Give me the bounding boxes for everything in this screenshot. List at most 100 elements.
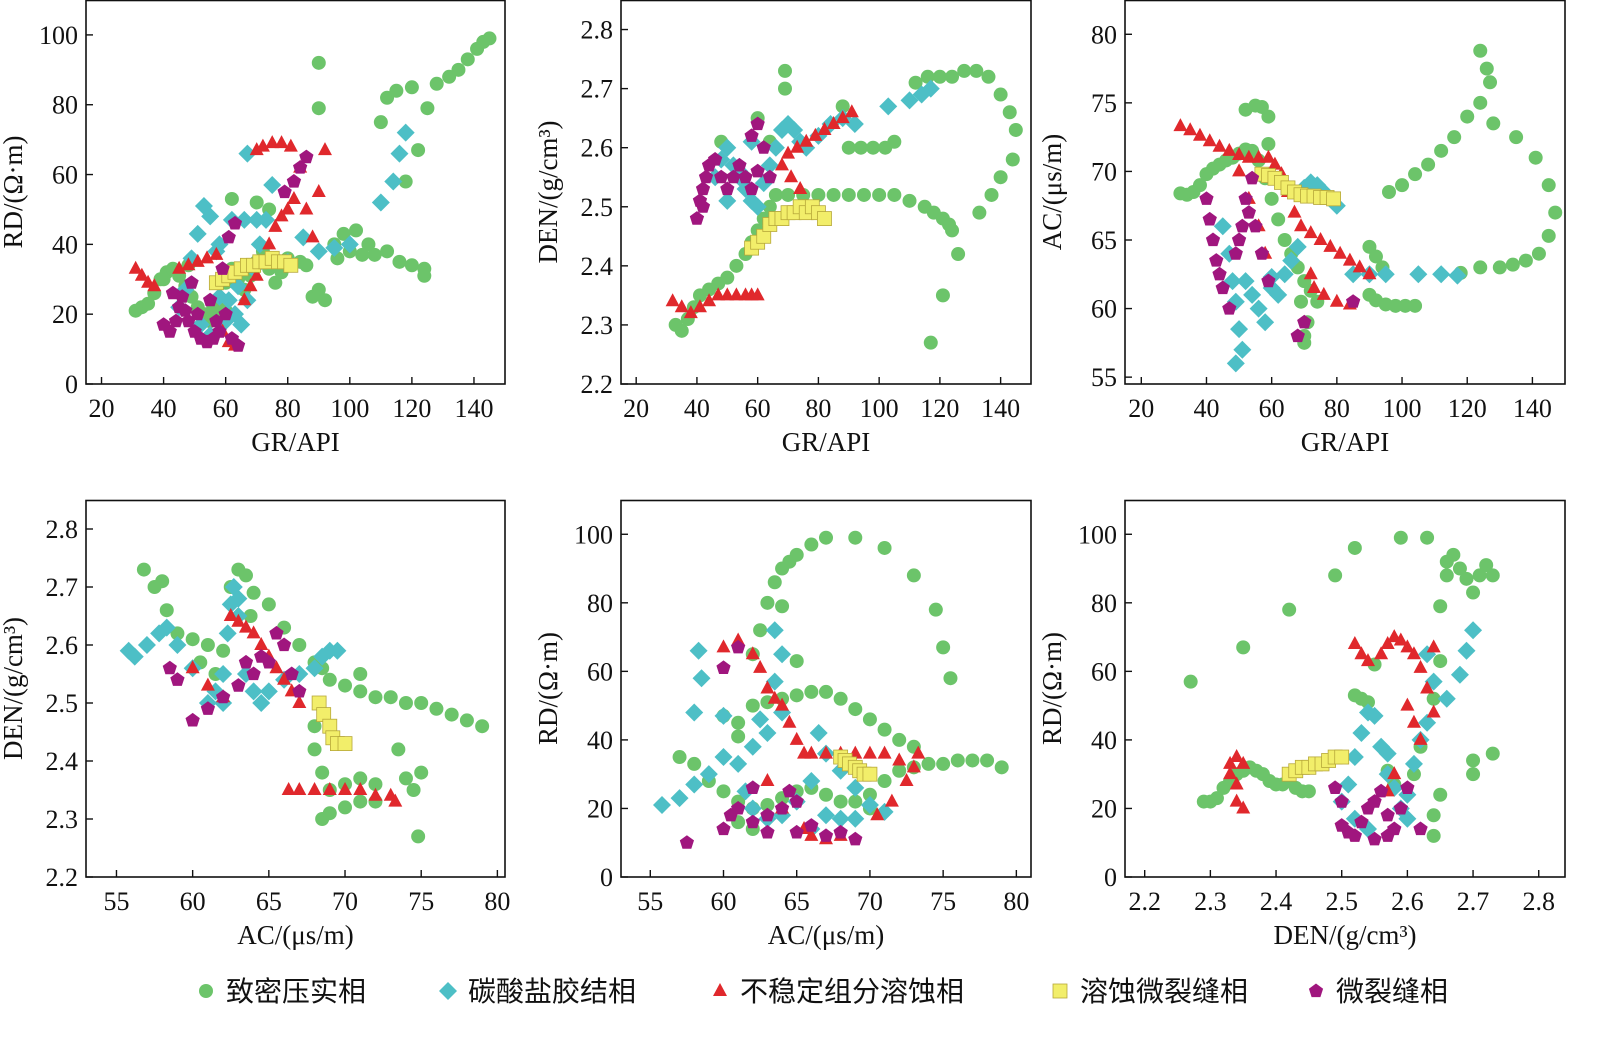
x-tick-label: 2.3 [1194,887,1227,916]
data-point-diamond [766,138,785,157]
data-point-circle [775,599,790,614]
data-point-pentagon [708,152,723,166]
data-point-triangle [826,116,841,130]
data-point-diamond [137,636,156,654]
chart-panel-1: 20 40 60 80 100 120 140 0 20 40 60 80 100 GR/API RD/(Ω… [0,0,506,457]
data-point-triangle [1236,755,1251,769]
data-point-triangle [892,752,907,766]
data-point-circle [1388,298,1403,313]
data-point-pentagon [178,303,193,317]
data-point-triangle [1202,133,1217,147]
y-axis-title: RD/(Ω·m) [1037,632,1067,745]
data-point-triangle [767,690,782,704]
data-point-circle [1439,568,1454,583]
data-point-pentagon [689,211,705,225]
data-point-diamond [1249,299,1268,318]
y-tick-label: 80 [587,589,613,618]
data-point-diamond [247,210,266,229]
data-point-pentagon [212,324,227,338]
data-point-circle [1282,602,1297,617]
data-point-diamond [900,91,919,110]
data-point-triangle [1223,755,1238,769]
data-point-pentagon [292,683,307,698]
y-tick-label: 2.2 [581,370,614,399]
x-tick-label: 2.5 [1325,887,1358,916]
data-point-circle [156,272,171,287]
data-point-pentagon [695,199,711,213]
data-point-diamond [699,765,718,784]
x-tick-label: 60 [180,887,206,916]
data-point-diamond [218,624,237,643]
data-point-circle [981,69,996,84]
legend-item: 微裂缝相 [1308,975,1448,1008]
data-point-diamond [689,641,708,660]
data-point-circle [1473,260,1488,275]
data-point-circle [826,187,841,202]
data-point-triangle [906,759,921,773]
data-point-square [862,766,878,782]
data-point-triangle [716,639,731,653]
data-point-diamond [257,210,276,229]
data-point-circle [804,684,819,699]
data-point-diamond [817,806,835,825]
data-point-diamond [1275,265,1294,284]
data-point-circle [928,602,943,617]
data-point-circle [943,671,958,686]
y-tick-label: 2.7 [46,573,79,602]
chart-panel-6: 2.2 2.3 2.4 2.5 2.6 2.7 2.8 0 20 40 60 80 100 DEN/(g/… [1037,499,1566,950]
data-point-circle [672,750,687,765]
data-point-triangle [1393,632,1408,646]
data-point-triangle [1413,731,1428,745]
y-tick-label: 40 [587,726,613,755]
x-tick-label: 55 [637,887,663,916]
data-point-circle [1473,95,1488,110]
data-point-circle [729,258,744,273]
data-point-circle [268,275,283,290]
data-point-pentagon [695,181,711,196]
data-point-diamond [1352,724,1371,743]
data-point-triangle [368,787,383,801]
data-point-circle [299,258,314,273]
data-point-circle [411,143,426,158]
data-point-circle [1382,185,1396,199]
data-point-triangle [254,637,269,650]
data-point-pentagon [782,783,797,798]
data-point-triangle [353,782,368,795]
data-point-pentagon [762,169,777,184]
data-point-pentagon [1374,783,1389,798]
data-point-circle [819,787,833,802]
legend-marker-triangle [713,983,727,996]
data-point-triangle [1354,646,1369,660]
data-point-diamond [1226,354,1245,373]
y-tick-label: 2.7 [581,75,614,104]
data-point-triangle [1347,635,1362,649]
data-point-pentagon [1354,814,1369,829]
data-point-circle [411,829,426,844]
data-point-triangle [835,110,850,124]
data-point-diamond [1236,272,1255,291]
data-point-pentagon [1413,821,1428,836]
data-point-diamond [765,621,784,640]
data-point-pentagon [230,338,246,352]
data-point-pentagon [726,169,741,184]
data-point-pentagon [1231,232,1247,247]
data-point-triangle [1333,245,1348,259]
data-point-circle [368,777,383,792]
y-tick-label: 65 [1091,226,1117,255]
data-point-diamond [879,97,898,116]
data-point-circle [936,640,951,655]
data-point-pentagon [1245,170,1260,185]
data-point-circle [200,638,215,652]
data-point-triangle [870,807,885,821]
data-point-diamond [921,79,940,98]
data-point-circle [1406,767,1421,782]
data-point-pentagon [246,666,261,681]
legend-item: 碳酸盐胶结相 [439,975,636,1008]
data-point-diamond [743,737,762,756]
data-point-diamond [729,754,748,773]
data-point-circle [322,806,337,821]
data-point-pentagon [1241,205,1256,219]
data-point-pentagon [1400,780,1415,794]
data-point-circle [1420,530,1435,545]
data-point-pentagon [165,285,180,300]
